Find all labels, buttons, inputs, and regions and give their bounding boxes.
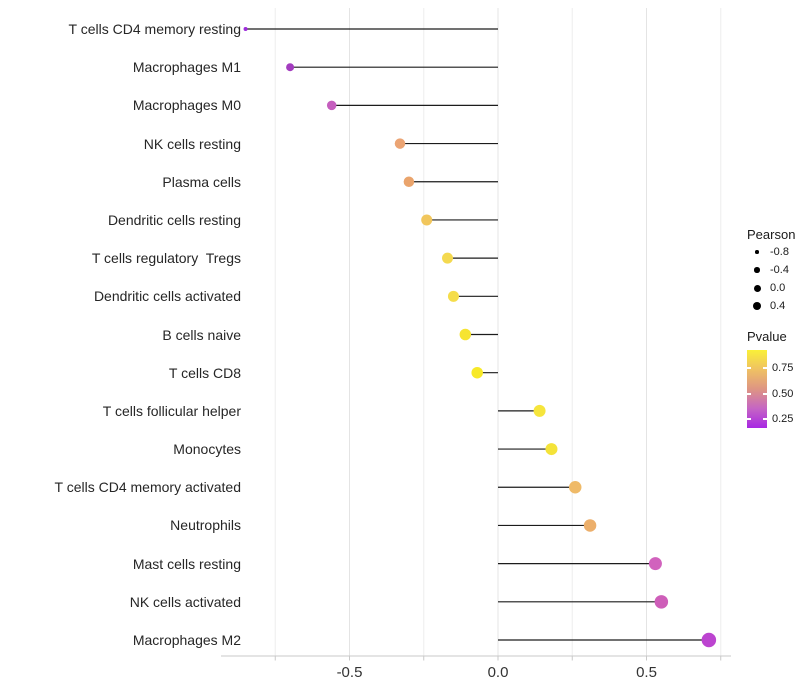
data-point <box>583 519 597 532</box>
size-legend-label: -0.4 <box>770 264 789 276</box>
colorbar-tick <box>747 418 751 421</box>
colorbar-tick-label: 0.25 <box>772 413 794 426</box>
data-point <box>286 63 295 72</box>
size-legend-dot <box>754 267 760 273</box>
data-point <box>394 138 406 149</box>
size-legend-label: 0.4 <box>770 300 786 312</box>
colorbar-tick-label: 0.75 <box>772 361 794 374</box>
size-legend-dot <box>753 284 761 292</box>
data-point <box>471 366 483 379</box>
data-point <box>568 481 582 494</box>
colorbar-tick <box>763 392 767 395</box>
data-point <box>533 404 546 417</box>
size-legend-label: 0.0 <box>770 282 786 294</box>
size-legend-label: -0.8 <box>770 246 789 258</box>
color-legend-title: Pvalue <box>747 329 787 344</box>
colorbar-tick-label: 0.50 <box>772 387 794 400</box>
data-point <box>459 328 472 341</box>
colorbar-gradient <box>747 350 767 428</box>
data-point <box>421 214 433 226</box>
size-legend-title: Pearson <box>747 227 796 242</box>
data-point <box>648 557 662 571</box>
size-legend-dot <box>755 250 759 254</box>
colorbar-tick <box>763 366 767 369</box>
data-point <box>326 100 337 111</box>
data-point <box>403 176 415 187</box>
data-point <box>442 252 454 264</box>
data-point <box>545 443 558 456</box>
data-point <box>654 595 669 609</box>
size-legend-dot <box>753 302 761 310</box>
colorbar-tick <box>763 418 767 421</box>
data-point <box>243 27 248 31</box>
data-point <box>701 632 717 648</box>
colorbar-tick <box>747 392 751 395</box>
data-point <box>447 290 459 302</box>
colorbar-tick <box>747 366 751 369</box>
